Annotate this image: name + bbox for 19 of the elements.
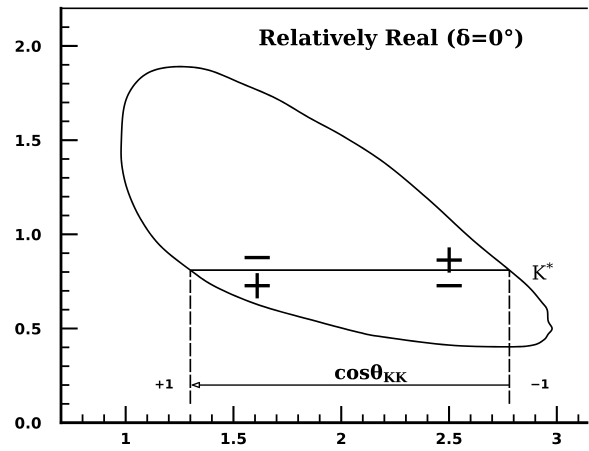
annotation: +1 bbox=[156, 379, 173, 388]
annotation: + bbox=[244, 273, 270, 298]
y-tick-label: 2.0 bbox=[16, 40, 41, 52]
annotation: − bbox=[436, 284, 462, 288]
y-tick-label: 1.5 bbox=[16, 134, 40, 146]
annotation: −1 bbox=[532, 379, 549, 388]
x-tick-label: 2 bbox=[337, 432, 346, 444]
x-tick-label: 1 bbox=[122, 432, 130, 444]
y-tick-label: 1.0 bbox=[16, 228, 41, 240]
x-tick-label: 3 bbox=[552, 432, 561, 444]
annotation: − bbox=[244, 256, 270, 260]
y-tick-label: 0.5 bbox=[15, 322, 40, 335]
annotation: + bbox=[436, 247, 462, 273]
x-tick-label: 2.5 bbox=[436, 432, 462, 444]
y-tick-label: 0.0 bbox=[15, 417, 41, 429]
annotation: cosθ$_{KK}$ bbox=[335, 364, 408, 382]
text: Relatively Real (δ=0°) bbox=[259, 28, 522, 50]
ref-line-label: K$^{*}$ bbox=[532, 262, 553, 280]
x-tick-label: 1.5 bbox=[222, 432, 246, 444]
